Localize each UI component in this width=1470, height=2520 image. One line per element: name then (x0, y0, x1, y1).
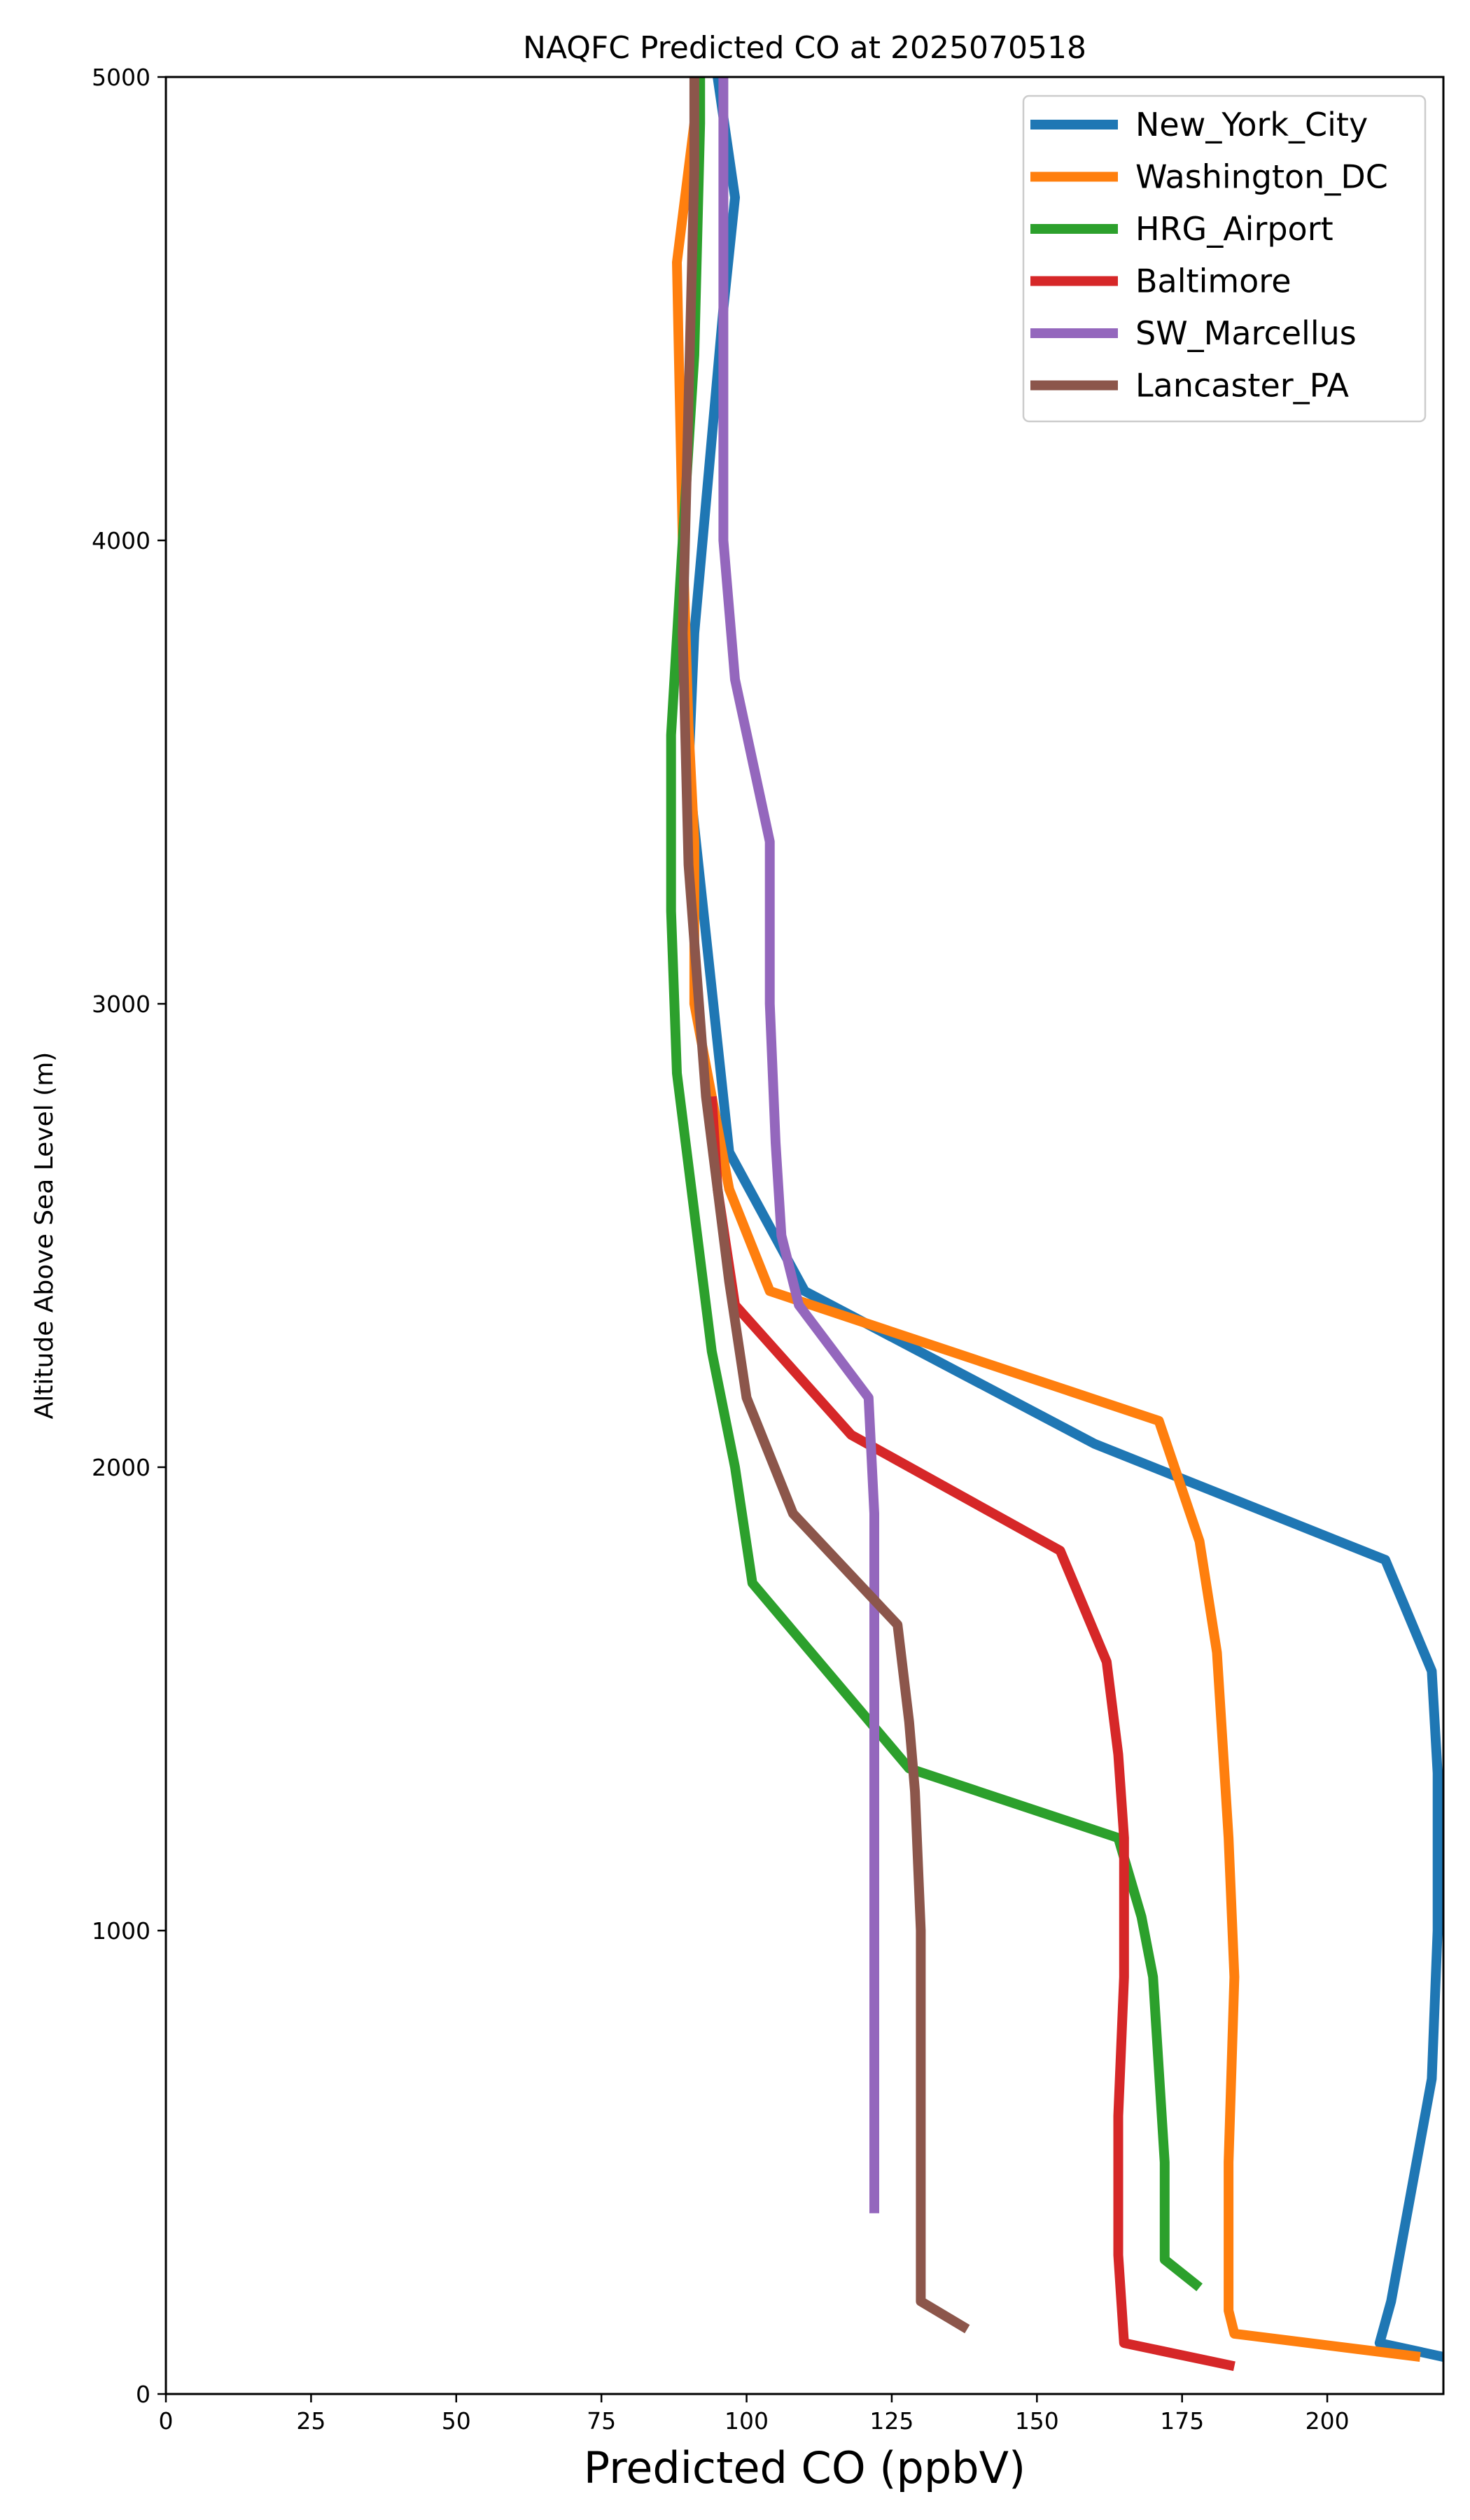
series-line-lancaster-pa (678, 77, 970, 2334)
y-tick-label: 5000 (92, 64, 150, 91)
series-line-new-york-city (683, 77, 1443, 2362)
x-axis: 0 25 50 75 100 125 150 175 200 (159, 2394, 1350, 2435)
legend-label: HRG_Airport (1135, 210, 1334, 248)
series-line-sw-marcellus (718, 77, 879, 2213)
x-tick-label: 125 (869, 2407, 913, 2435)
y-tick-label: 1000 (92, 1917, 150, 1945)
y-tick-label: 2000 (92, 1454, 150, 1481)
series-layer (666, 77, 1443, 2372)
x-tick-label: 0 (159, 2407, 174, 2435)
chart-title: NAQFC Predicted CO at 2025070518 (523, 30, 1086, 66)
legend-label: New_York_City (1135, 106, 1368, 144)
x-tick-label: 100 (724, 2407, 769, 2435)
legend: New_York_City Washington_DC HRG_Airport Bal… (1022, 94, 1427, 423)
x-tick-label: 150 (1015, 2407, 1059, 2435)
y-tick-label: 0 (136, 2381, 150, 2408)
y-axis: 0 1000 2000 3000 4000 5000 (92, 64, 166, 2408)
x-tick-label: 50 (442, 2407, 471, 2435)
legend-label: SW_Marcellus (1135, 314, 1357, 352)
legend-box (1022, 94, 1427, 423)
x-tick-label: 200 (1306, 2407, 1350, 2435)
y-axis-label: Altitude Above Sea Level (m) (30, 1052, 59, 1420)
plot-frame (164, 76, 1445, 2395)
y-tick-label: 3000 (92, 990, 150, 1018)
legend-label: Baltimore (1135, 262, 1292, 300)
legend-label: Washington_DC (1135, 158, 1388, 196)
x-tick-label: 175 (1160, 2407, 1204, 2435)
x-tick-label: 75 (587, 2407, 616, 2435)
y-tick-label: 4000 (92, 527, 150, 554)
x-tick-label: 25 (296, 2407, 326, 2435)
x-axis-label: Predicted CO (ppbV) (584, 2442, 1026, 2493)
legend-label: Lancaster_PA (1135, 367, 1349, 405)
